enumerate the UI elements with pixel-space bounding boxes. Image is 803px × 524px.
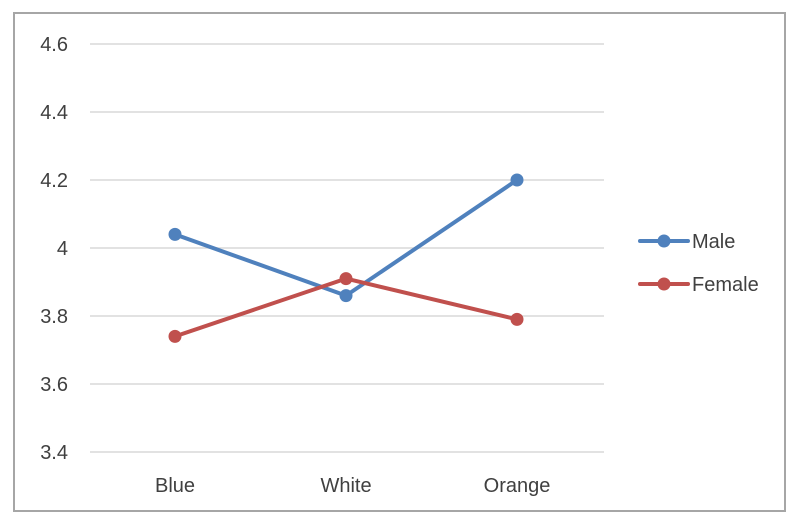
series-line-female	[173, 276, 519, 339]
legend-label: Female	[692, 274, 759, 296]
data-point-male	[510, 173, 524, 187]
series-female	[168, 272, 524, 343]
data-point-female	[510, 312, 524, 326]
data-point-male	[339, 289, 353, 303]
legend-item-female: Female	[638, 274, 759, 296]
x-tick-label: White	[320, 475, 371, 497]
data-point-male	[168, 227, 182, 241]
legend-item-male: Male	[638, 231, 735, 253]
y-axis-tick-labels: 3.4 3.6 3.8 4 4.2 4.4 4.6	[40, 34, 68, 464]
data-point-female	[339, 272, 353, 286]
y-tick-label: 3.6	[40, 374, 68, 396]
y-tick-label: 3.8	[40, 306, 68, 328]
legend-swatch-marker	[657, 234, 671, 248]
legend-label: Male	[692, 231, 735, 253]
y-tick-label: 4.4	[40, 102, 68, 124]
x-tick-label: Blue	[155, 475, 195, 497]
x-axis-tick-labels: Blue White Orange	[155, 475, 550, 497]
series-lines	[168, 173, 524, 343]
x-tick-label: Orange	[484, 475, 551, 497]
gridlines	[90, 43, 604, 453]
y-tick-label: 4.6	[40, 34, 68, 56]
data-point-female	[168, 329, 182, 343]
y-tick-label: 4.2	[40, 170, 68, 192]
legend: Male Female	[638, 231, 759, 296]
chart-frame	[13, 12, 786, 512]
series-male	[168, 173, 524, 303]
y-tick-label: 4	[57, 238, 68, 260]
y-tick-label: 3.4	[40, 442, 68, 464]
legend-swatch-marker	[657, 277, 671, 291]
